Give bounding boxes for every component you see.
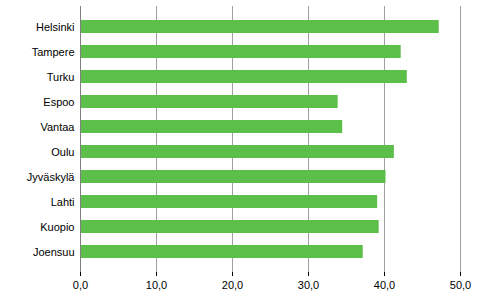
svg-text:Jyväskylä: Jyväskylä [27, 171, 76, 183]
svg-text:50,0: 50,0 [450, 279, 471, 291]
svg-text:10,0: 10,0 [146, 279, 167, 291]
svg-text:30,0: 30,0 [298, 279, 319, 291]
svg-text:Espoo: Espoo [43, 96, 74, 108]
svg-text:20,0: 20,0 [222, 279, 243, 291]
svg-text:Lahti: Lahti [51, 196, 75, 208]
svg-text:Kuopio: Kuopio [40, 221, 74, 233]
svg-text:40,0: 40,0 [374, 279, 395, 291]
svg-text:Helsinki: Helsinki [36, 21, 75, 33]
svg-text:Vantaa: Vantaa [40, 121, 75, 133]
svg-text:Oulu: Oulu [51, 146, 74, 158]
svg-text:Tampere: Tampere [32, 46, 75, 58]
svg-text:Joensuu: Joensuu [33, 246, 75, 258]
svg-text:0,0: 0,0 [73, 279, 88, 291]
svg-text:Turku: Turku [47, 71, 75, 83]
